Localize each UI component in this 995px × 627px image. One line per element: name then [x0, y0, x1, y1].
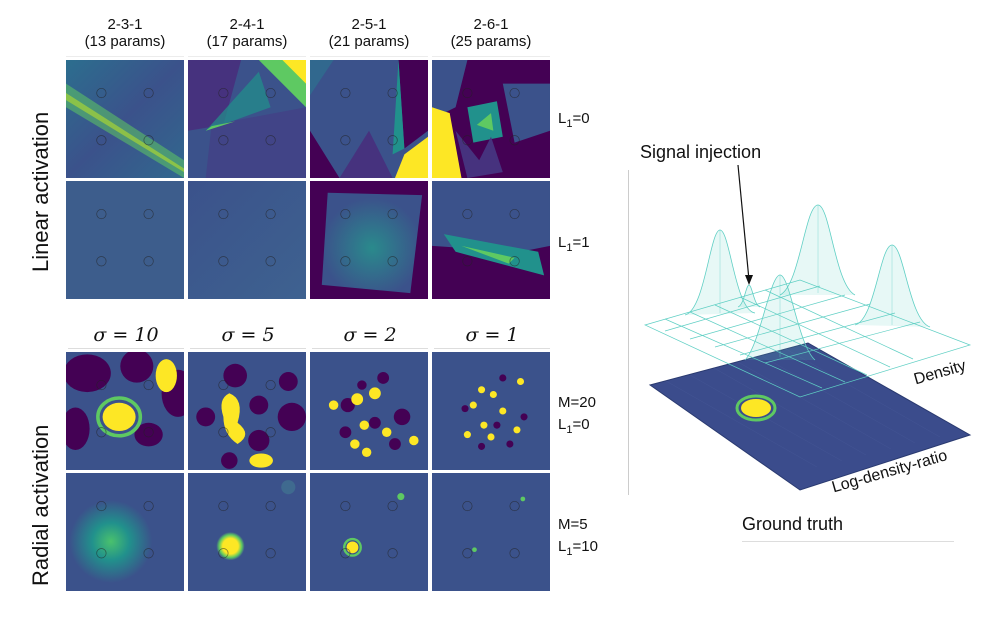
panel-linear-l1-1-col2: [188, 181, 306, 299]
arch-label: 2-5-1: [351, 16, 387, 33]
sigma-header-3: σ = 2: [312, 322, 428, 349]
column-header-2: 2-4-1 (17 params): [188, 16, 306, 57]
signal-arrow: [737, 164, 750, 281]
signal-blob: [741, 399, 771, 417]
sigma-header-1: σ = 10: [68, 322, 184, 349]
panel-radial-m20-col4: [432, 352, 550, 470]
column-header-3: 2-5-1 (21 params): [310, 16, 428, 57]
params-label: (21 params): [328, 33, 410, 50]
row-label-l1-0: L1=0: [558, 110, 590, 130]
column-header-4: 2-6-1 (25 params): [432, 16, 550, 57]
panel-linear-l1-0-col2: [188, 60, 306, 178]
arch-label: 2-6-1: [473, 16, 509, 33]
panel-linear-l1-1-col1: [66, 181, 184, 299]
params-label: (17 params): [206, 33, 288, 50]
ground-truth-plot: [644, 164, 972, 491]
params-label: (25 params): [450, 33, 532, 50]
density-peak-right: [854, 244, 931, 328]
panel-linear-l1-0-col1: [66, 60, 184, 178]
sigma-header-2: σ = 5: [190, 322, 306, 349]
log-density-ratio-plane: [648, 342, 972, 491]
panel-radial-m5-col4: [432, 473, 550, 591]
ground-truth-caption: Ground truth: [742, 514, 954, 542]
panel-linear-l1-1-col3: [310, 181, 428, 299]
density-peak-center: [779, 204, 856, 296]
panel-linear-l1-1-col4: [432, 181, 550, 299]
panel-radial-m20-col2: [188, 352, 306, 470]
ground-truth-divider: [628, 170, 629, 495]
linear-activation-label: Linear activation: [28, 111, 53, 272]
panel-linear-l1-0-col3: [310, 60, 428, 178]
density-plane: [644, 279, 972, 398]
row-label-l1-1: L1=1: [558, 234, 590, 254]
column-header-1: 2-3-1 (13 params): [66, 16, 184, 57]
panel-linear-l1-0-col4: [432, 60, 550, 178]
arch-label: 2-4-1: [229, 16, 265, 33]
panel-radial-m5-col2: [188, 473, 306, 591]
row-label-m5: M=5 L1=10: [558, 516, 598, 558]
panel-radial-m5-col3: [310, 473, 428, 591]
arch-label: 2-3-1: [107, 16, 143, 33]
panel-radial-m5-col1: [66, 473, 184, 591]
panel-radial-m20-col1: [66, 352, 184, 470]
radial-activation-label: Radial activation: [28, 424, 53, 586]
sigma-header-4: σ = 1: [434, 322, 550, 349]
params-label: (13 params): [84, 33, 166, 50]
signal-injection-label: Signal injection: [640, 142, 762, 162]
panel-radial-m20-col3: [310, 352, 428, 470]
row-label-m20: M=20 L1=0: [558, 394, 596, 436]
